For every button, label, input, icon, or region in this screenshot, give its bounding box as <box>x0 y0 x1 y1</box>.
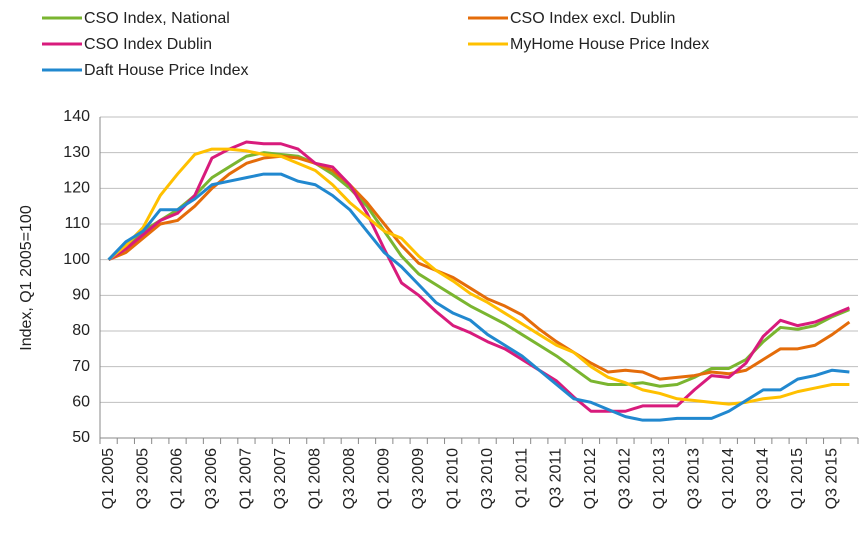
y-tick-label: 110 <box>64 215 90 232</box>
x-tick-label: Q1 2006 <box>169 448 186 509</box>
x-tick-label: Q1 2012 <box>582 448 599 509</box>
x-tick-label: Q3 2015 <box>823 448 840 509</box>
x-tick-label: Q3 2010 <box>479 448 496 509</box>
legend-label: CSO Index excl. Dublin <box>510 10 675 27</box>
legend-label: MyHome House Price Index <box>510 36 709 53</box>
y-tick-label: 80 <box>72 322 90 339</box>
x-tick-label: Q1 2015 <box>789 448 806 509</box>
legend-label: Daft House Price Index <box>84 62 249 79</box>
x-tick-label: Q3 2012 <box>617 448 634 509</box>
y-tick-label: 130 <box>63 144 90 161</box>
x-tick-label: Q1 2007 <box>238 448 255 509</box>
legend-label: CSO Index, National <box>84 10 230 27</box>
x-tick-label: Q3 2014 <box>754 448 771 509</box>
series-line <box>108 154 851 381</box>
x-tick-label: Q3 2006 <box>203 448 220 509</box>
y-tick-label: 120 <box>63 180 90 197</box>
x-tick-label: Q1 2009 <box>375 448 392 509</box>
x-tick-label: Q3 2008 <box>341 448 358 509</box>
series-line <box>107 172 850 422</box>
x-tick-label: Q3 2013 <box>686 448 703 509</box>
x-tick-label: Q1 2013 <box>651 448 668 509</box>
y-tick-label: 70 <box>72 358 90 375</box>
x-tick-label: Q1 2011 <box>513 448 530 508</box>
x-tick-label: Q3 2011 <box>548 448 565 508</box>
series-line <box>107 151 850 388</box>
y-tick-label: 140 <box>63 108 90 125</box>
x-tick-label: Q3 2007 <box>272 448 289 509</box>
x-tick-label: Q3 2005 <box>134 448 151 509</box>
x-tick-label: Q1 2010 <box>444 448 461 509</box>
legend-label: CSO Index Dublin <box>84 36 212 53</box>
y-tick-label: 60 <box>72 394 90 411</box>
x-tick-label: Q1 2008 <box>307 448 324 509</box>
y-tick-label: 90 <box>72 287 90 304</box>
y-tick-label: 100 <box>63 251 90 268</box>
series-line <box>107 147 850 406</box>
y-tick-label: 50 <box>72 429 90 446</box>
x-tick-label: Q3 2009 <box>410 448 427 509</box>
x-tick-label: Q1 2014 <box>720 448 737 509</box>
x-tick-label: Q1 2005 <box>100 448 117 509</box>
y-axis-label: Index, Q1 2005=100 <box>18 205 35 351</box>
